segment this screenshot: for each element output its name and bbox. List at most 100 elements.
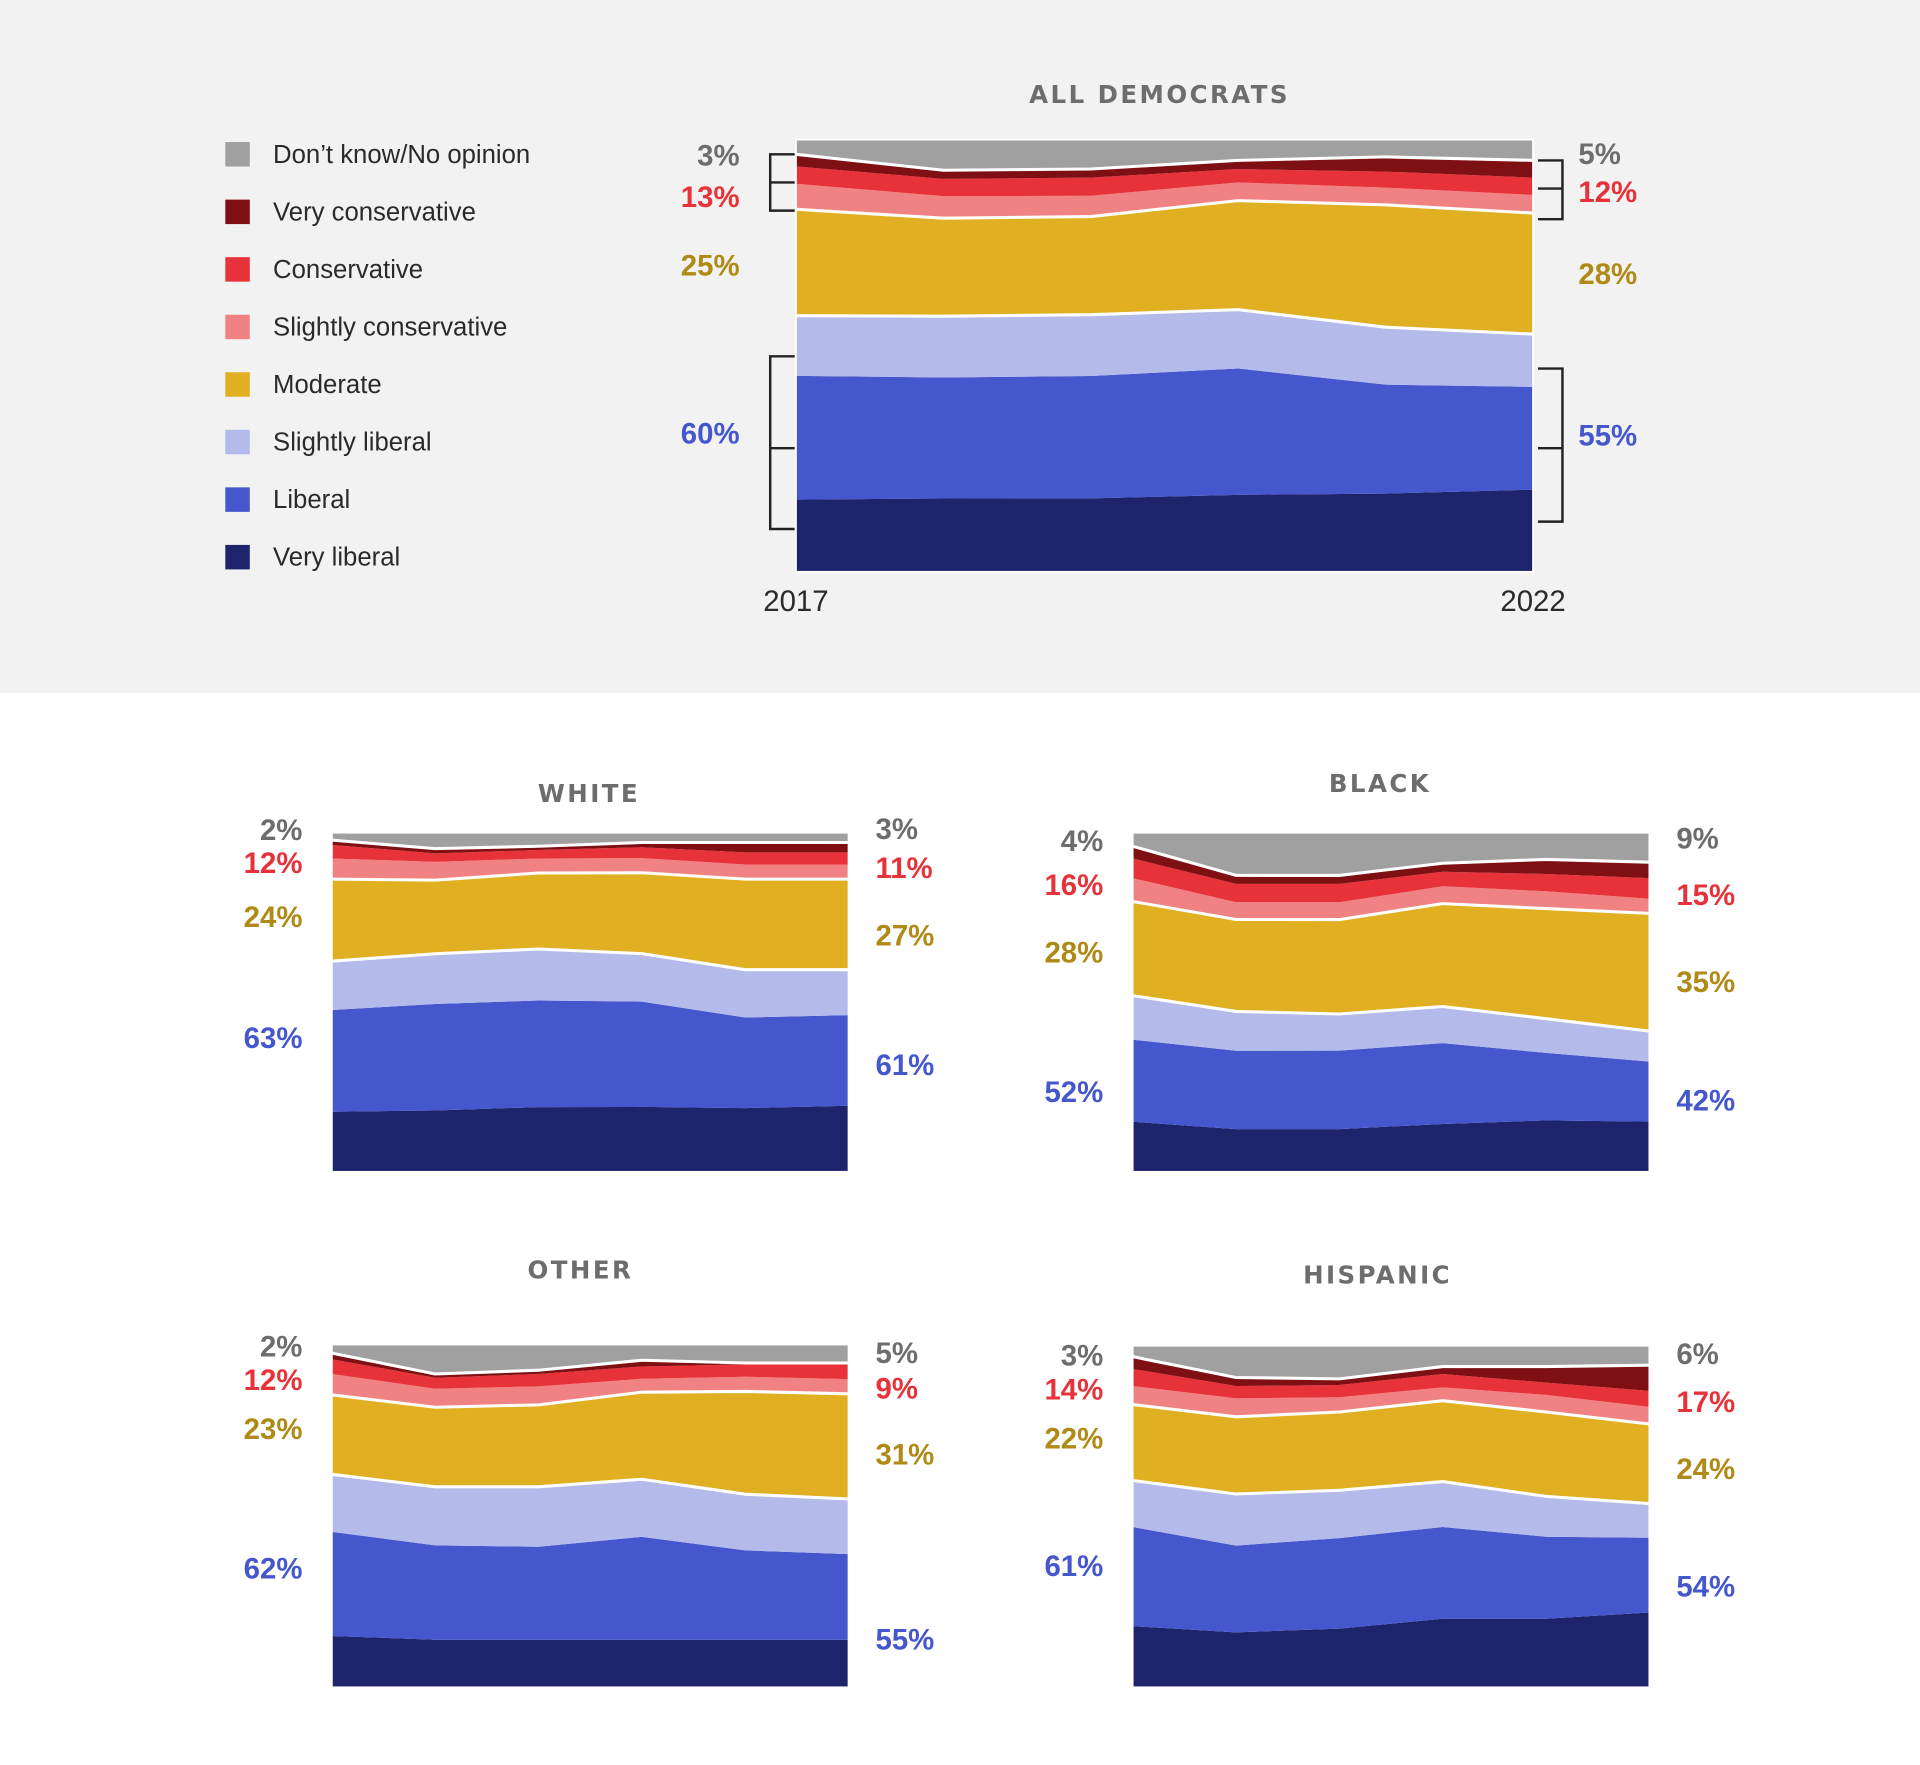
- separator-line: [331, 871, 849, 882]
- legend-item: Don’t know/No opinion: [225, 141, 530, 169]
- separator-line: [795, 308, 1534, 336]
- end-label-dk: 6%: [1676, 1338, 1718, 1371]
- separator-line: [795, 152, 1534, 172]
- area-slightly-conservative: [331, 858, 849, 881]
- legend-swatch: [225, 142, 250, 167]
- area-don-t-know-no-opinion: [795, 139, 1534, 171]
- area-conservative: [1132, 1368, 1650, 1407]
- chart-border: [330, 831, 850, 1173]
- end-label-mod: 27%: [876, 919, 935, 952]
- legend-swatch: [225, 257, 250, 282]
- chart-title: WHITE: [538, 779, 640, 808]
- separator-line: [331, 1389, 849, 1409]
- legend-item: Slightly conservative: [225, 314, 507, 342]
- area-very-conservative: [1132, 846, 1650, 884]
- area-very-liberal: [1132, 1612, 1650, 1688]
- area-moderate: [1132, 901, 1650, 1032]
- chart-border: [795, 138, 1534, 573]
- bracket: [1537, 367, 1564, 523]
- legend-swatch: [225, 544, 250, 570]
- legend-swatch: [225, 314, 250, 340]
- start-label-mod: 25%: [681, 250, 740, 283]
- chart-title: BLACK: [1329, 769, 1431, 798]
- separator-line: [331, 1472, 849, 1501]
- legend-label: Very liberal: [273, 544, 400, 572]
- start-label-dk: 2%: [260, 1331, 302, 1364]
- area-conservative: [795, 166, 1534, 197]
- legend: Don’t know/No opinion Very conservative Co…: [225, 141, 530, 572]
- bracket: [1537, 159, 1564, 221]
- end-label-dk: 5%: [876, 1337, 918, 1370]
- end-label-lib: 55%: [876, 1623, 935, 1656]
- area-liberal: [331, 1000, 849, 1112]
- legend-item: Moderate: [225, 371, 382, 399]
- start-label-dk: 4%: [1061, 825, 1103, 858]
- end-label-mod: 24%: [1676, 1453, 1735, 1486]
- start-label-dk: 3%: [1061, 1339, 1103, 1372]
- legend-label: Slightly liberal: [273, 429, 432, 457]
- end-label-cons: 17%: [1676, 1386, 1735, 1419]
- area-slightly-conservative: [795, 182, 1534, 219]
- area-slightly-liberal: [1132, 1480, 1650, 1546]
- start-label-cons: 13%: [681, 181, 740, 214]
- year-start-label: 2017: [763, 585, 828, 618]
- legend-swatch: [225, 199, 250, 225]
- start-label-lib: 60%: [681, 417, 740, 450]
- area-liberal: [1132, 1039, 1650, 1130]
- legend-swatch: [225, 487, 250, 512]
- separator-line: [1132, 1478, 1650, 1506]
- separator-line: [795, 199, 1534, 220]
- separator-line: [331, 947, 849, 972]
- area-very-liberal: [331, 1105, 849, 1172]
- end-label-dk: 3%: [876, 813, 918, 846]
- bracket: [768, 355, 795, 531]
- legend-label: Conservative: [273, 256, 423, 284]
- charts: ALL DEMOCRATS 3% 5% 13% 12% 25% 28% 60% 55% WHITE…: [244, 80, 1735, 1689]
- start-label-lib: 52%: [1044, 1076, 1103, 1109]
- legend-item: Very liberal: [225, 544, 400, 572]
- end-label-dk: 5%: [1578, 138, 1620, 171]
- start-label-dk: 3%: [697, 139, 739, 172]
- area-slightly-conservative: [1132, 878, 1650, 920]
- start-label-cons: 12%: [244, 847, 303, 880]
- end-label-cons: 15%: [1676, 879, 1735, 912]
- area-don-t-know-no-opinion: [331, 1344, 849, 1374]
- chart-border: [1131, 831, 1651, 1173]
- area-conservative: [1132, 858, 1650, 903]
- chart-title: HISPANIC: [1303, 1260, 1452, 1289]
- area-very-liberal: [1132, 1120, 1650, 1172]
- area-slightly-liberal: [331, 1474, 849, 1555]
- area-very-liberal: [795, 489, 1534, 572]
- start-label-cons: 14%: [1044, 1374, 1103, 1407]
- end-label-mod: 31%: [876, 1439, 935, 1472]
- start-label-mod: 22%: [1044, 1423, 1103, 1456]
- area-liberal: [795, 368, 1534, 500]
- area-moderate: [795, 200, 1534, 335]
- separator-line: [1132, 994, 1650, 1033]
- end-label-lib: 42%: [1676, 1085, 1735, 1118]
- chart-all-democrats: ALL DEMOCRATS 3% 5% 13% 12% 25% 28% 60% 55%: [681, 80, 1637, 573]
- area-moderate: [1132, 1400, 1650, 1504]
- end-label-cons: 12%: [1578, 176, 1637, 209]
- end-label-dk: 9%: [1676, 823, 1718, 856]
- area-don-t-know-no-opinion: [1132, 1345, 1650, 1379]
- area-conservative: [331, 1359, 849, 1389]
- chart-border: [330, 1343, 850, 1689]
- start-label-lib: 63%: [244, 1022, 303, 1055]
- area-liberal: [331, 1531, 849, 1640]
- separator-line: [331, 1351, 849, 1376]
- area-don-t-know-no-opinion: [331, 832, 849, 849]
- bracket: [768, 153, 795, 212]
- start-label-mod: 28%: [1044, 936, 1103, 969]
- legend-label: Don’t know/No opinion: [273, 141, 530, 169]
- chart-title: OTHER: [528, 1255, 634, 1284]
- legend-label: Very conservative: [273, 198, 476, 226]
- start-label-lib: 61%: [1044, 1550, 1103, 1583]
- start-label-cons: 16%: [1044, 869, 1103, 902]
- area-don-t-know-no-opinion: [1132, 832, 1650, 876]
- start-label-cons: 12%: [244, 1364, 303, 1397]
- end-label-lib: 55%: [1578, 420, 1637, 453]
- legend-label: Liberal: [273, 486, 350, 514]
- area-moderate: [331, 1391, 849, 1499]
